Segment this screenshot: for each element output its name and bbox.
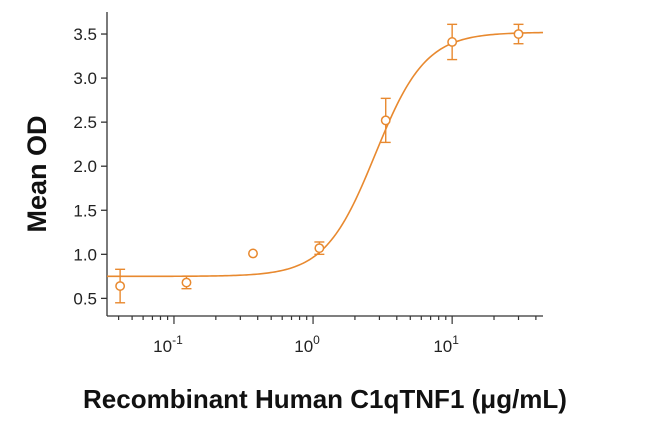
y-tick-label: 2.5 (73, 113, 97, 132)
data-points (115, 23, 524, 304)
x-tick-label: 100 (294, 333, 320, 356)
y-tick-label: 3.0 (73, 69, 97, 88)
y-tick-label: 1.5 (73, 201, 97, 220)
data-point (380, 115, 391, 126)
data-point (181, 277, 192, 288)
data-point (513, 29, 524, 39)
y-axis-label: Mean OD (22, 115, 52, 232)
y-tick-label: 1.0 (73, 245, 97, 264)
fit-curve-group (107, 31, 544, 278)
fit-curve (107, 31, 544, 278)
data-point (314, 243, 325, 254)
data-point (115, 281, 126, 291)
x-tick-labels: 10-1 100 101 (153, 333, 459, 356)
x-axis-label: Recombinant Human C1qTNF1 (μg/mL) (83, 384, 567, 414)
data-point (248, 248, 258, 259)
data-point (447, 37, 458, 47)
y-tick-label: 0.5 (73, 289, 97, 308)
y-tick-labels: 0.5 1.0 1.5 2.0 2.5 3.0 3.5 (73, 25, 97, 308)
y-tick-label: 3.5 (73, 25, 97, 44)
x-tick-label: 101 (433, 333, 459, 356)
chart-axes (101, 12, 543, 324)
y-tick-label: 2.0 (73, 157, 97, 176)
x-tick-label: 10-1 (153, 333, 183, 356)
